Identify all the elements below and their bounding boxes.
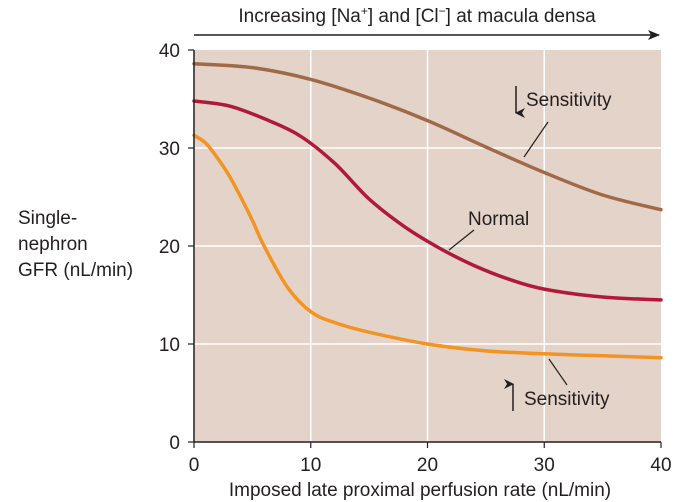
y-tick-label: 30 xyxy=(159,139,180,160)
series-line-increased-sensitivity xyxy=(192,133,663,360)
gridlines xyxy=(194,50,661,442)
series-group xyxy=(192,61,663,360)
leader-line-decreased-sensitivity xyxy=(523,121,549,158)
annotation-decreased-sensitivity: Sensitivity xyxy=(515,86,612,158)
series-label-normal: Normal xyxy=(468,209,529,230)
series-label-increased-sensitivity: Sensitivity xyxy=(524,389,610,410)
y-tick-label: 20 xyxy=(159,237,180,258)
leader-line-normal xyxy=(448,229,475,251)
y-axis-label-line-3: GFR (nL/min) xyxy=(18,260,133,281)
x-tick-label: 40 xyxy=(650,455,671,476)
series-line-normal xyxy=(192,99,663,302)
y-tick-label: 0 xyxy=(169,433,180,454)
x-axis-label: Imposed late proximal perfusion rate (nL… xyxy=(229,480,611,501)
y-axis-label-line-1: Single- xyxy=(18,208,77,229)
annotation-increased-sensitivity: Sensitivity xyxy=(504,358,610,411)
annotation-normal: Normal xyxy=(448,209,529,251)
series-label-decreased-sensitivity: Sensitivity xyxy=(526,90,612,111)
x-tick-label: 30 xyxy=(534,455,555,476)
x-tick-label: 10 xyxy=(300,455,321,476)
x-tick-label: 0 xyxy=(189,455,200,476)
y-tick-label: 10 xyxy=(159,335,180,356)
y-tick-label: 40 xyxy=(159,41,180,62)
y-axis-label-line-2: nephron xyxy=(18,234,88,255)
leader-line-increased-sensitivity xyxy=(548,358,568,386)
tick-group: 0 10 20 30 40 0 10 20 30 40 xyxy=(159,41,672,476)
series-line-decreased-sensitivity xyxy=(192,61,663,212)
top-annotation: Increasing [Na+] and [Cl−] at macula den… xyxy=(238,4,596,27)
x-tick-label: 20 xyxy=(417,455,438,476)
